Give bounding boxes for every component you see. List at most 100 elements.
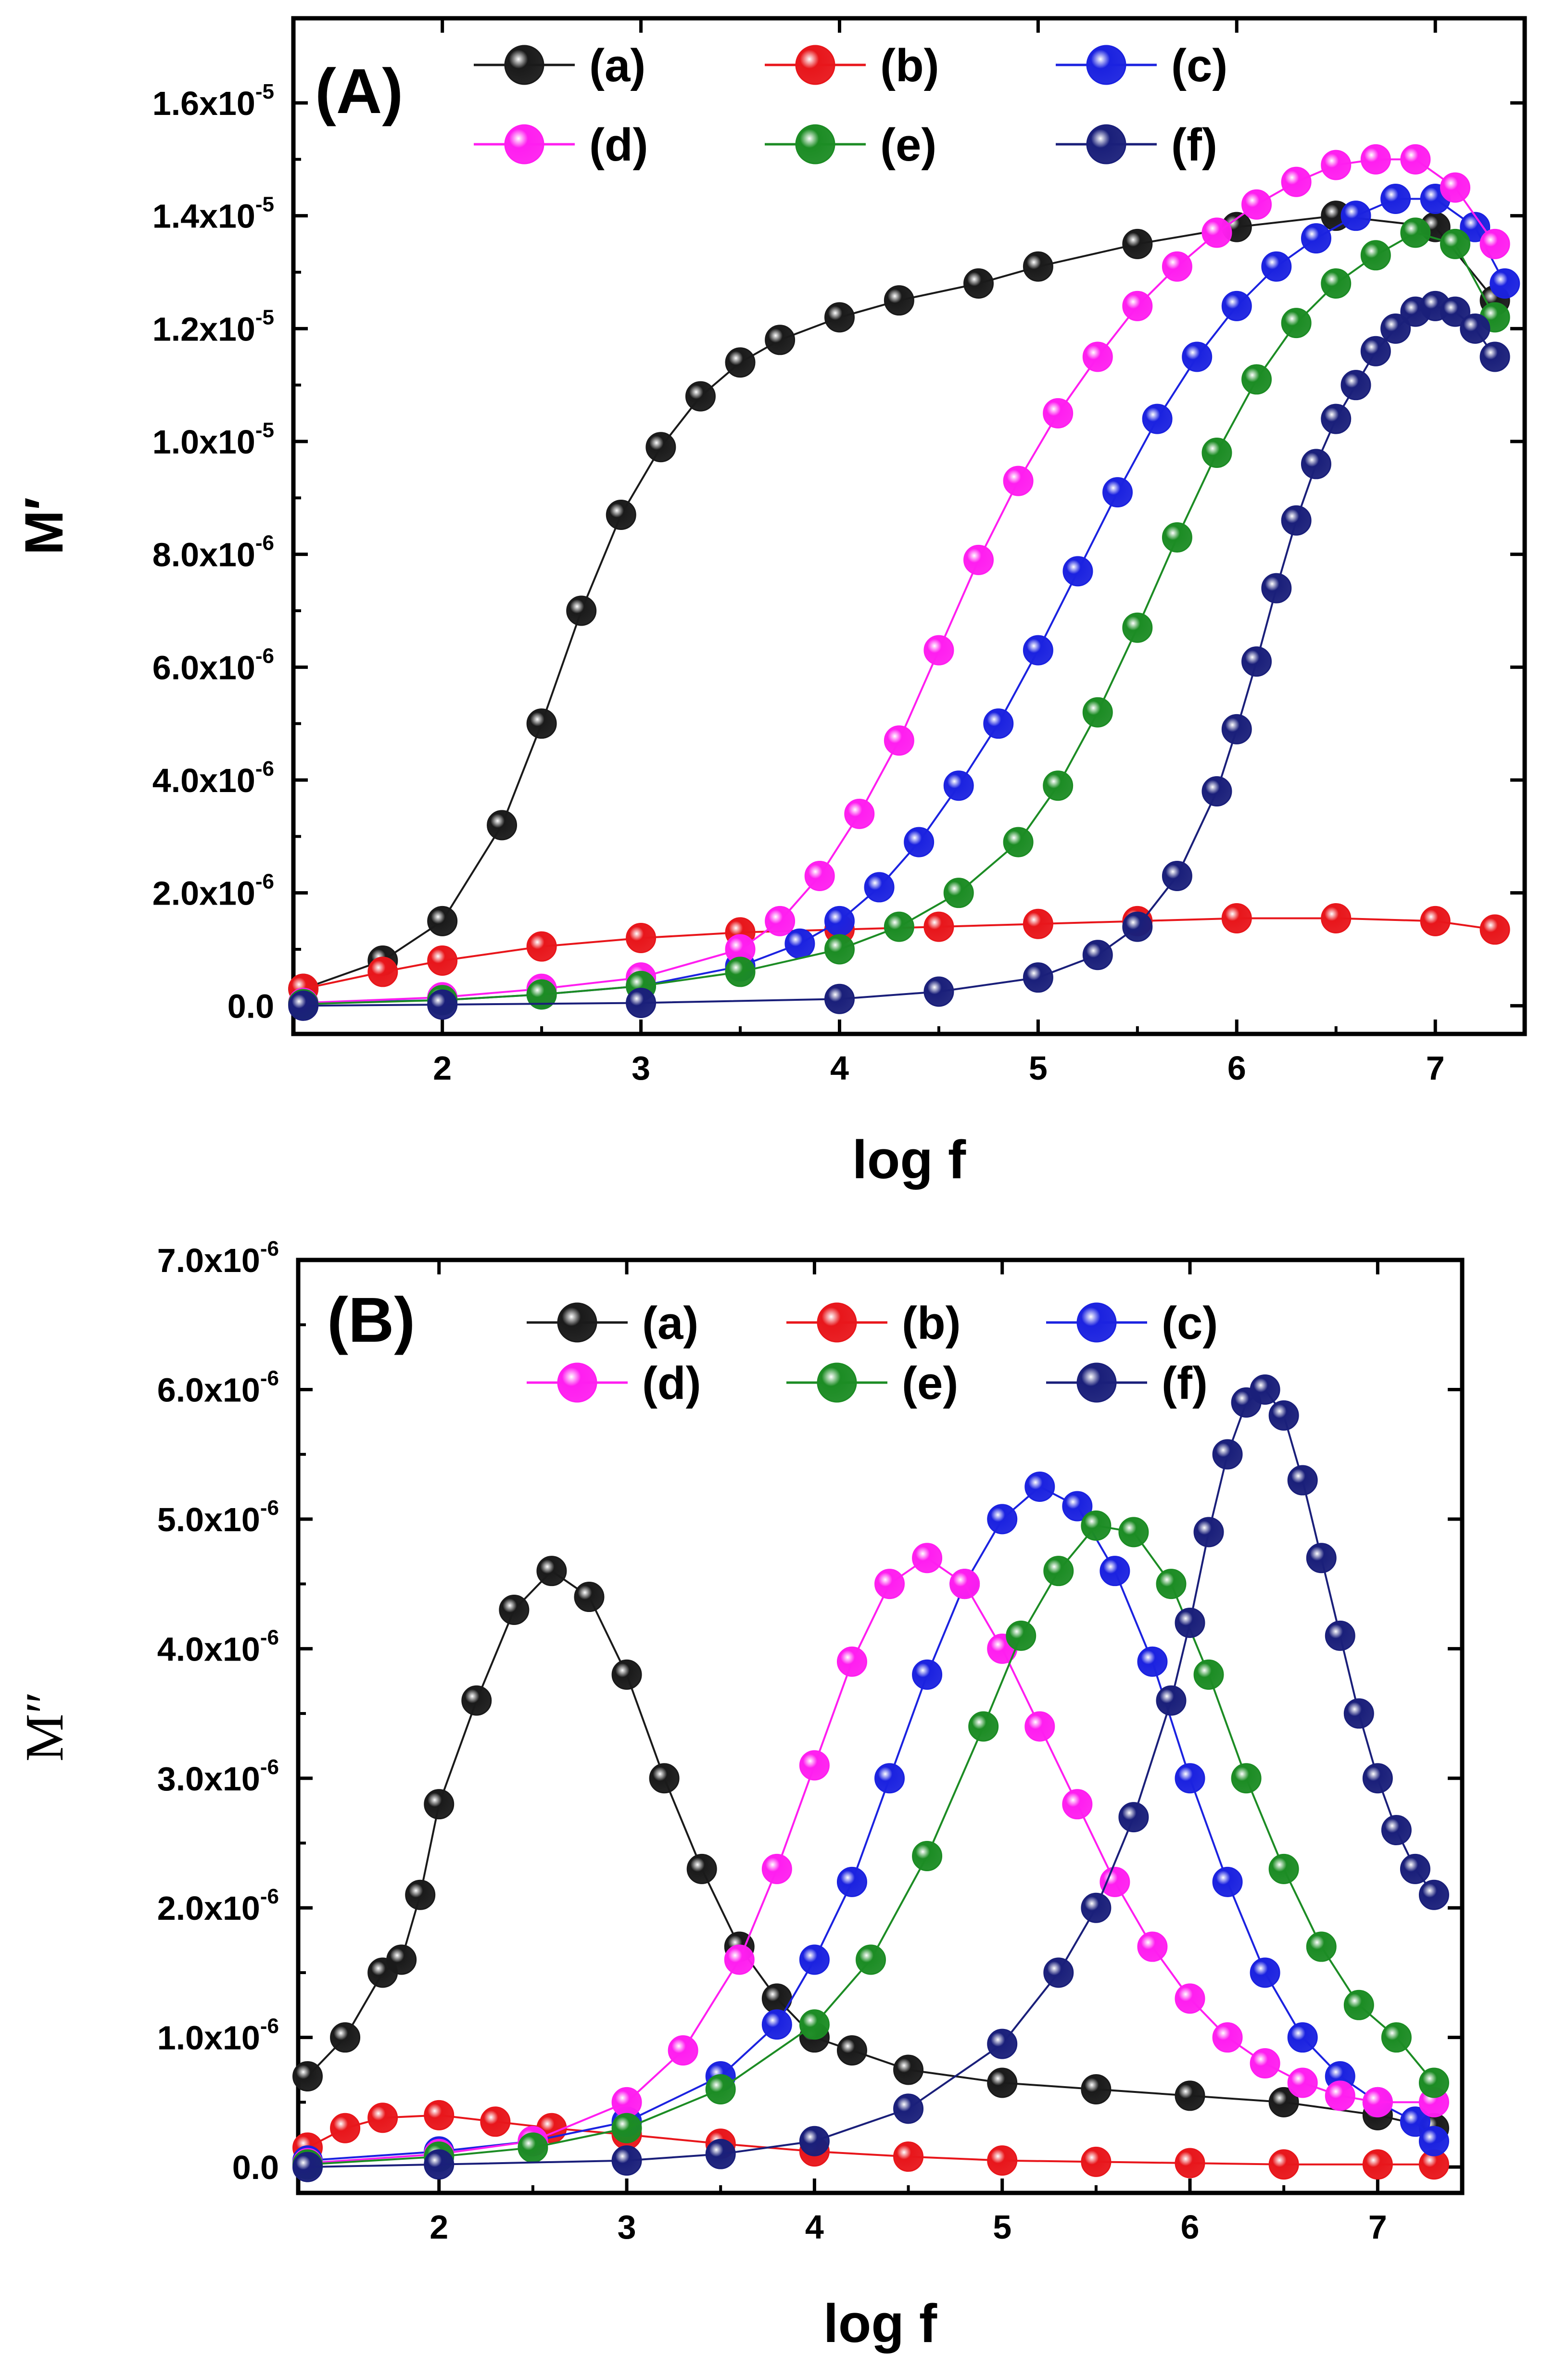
data-point <box>987 2145 1018 2176</box>
data-point <box>1043 398 1074 428</box>
data-point <box>725 957 756 987</box>
x-tick-label: 4 <box>830 1049 849 1087</box>
data-point <box>611 1659 642 1690</box>
data-point <box>1479 341 1510 372</box>
data-point <box>1460 313 1491 344</box>
data-point <box>487 810 518 841</box>
data-point <box>1306 1543 1337 1574</box>
data-point <box>461 1685 492 1716</box>
data-point <box>1418 1879 1449 1910</box>
data-point <box>1062 1789 1093 1820</box>
legend-marker <box>504 124 544 164</box>
legend-label: (a) <box>589 40 645 91</box>
data-point <box>1102 477 1133 508</box>
data-point <box>1175 2080 1205 2111</box>
data-point <box>1490 268 1520 299</box>
data-point <box>824 302 855 333</box>
data-point <box>424 2100 455 2130</box>
data-point <box>1137 1931 1168 1962</box>
data-point <box>1212 2022 1243 2053</box>
data-point <box>943 878 974 908</box>
data-point <box>1250 2048 1280 2079</box>
legend-marker <box>817 1362 857 1403</box>
y-tick-label: 5.0x10-6 <box>157 1496 279 1538</box>
series-line <box>303 214 1496 990</box>
data-point <box>1440 228 1470 259</box>
data-point <box>923 976 954 1007</box>
data-point <box>1043 1957 1074 1988</box>
data-point <box>1024 1711 1055 1742</box>
x-tick-label: 3 <box>618 2208 636 2246</box>
data-point <box>1003 466 1034 496</box>
y-tick-label: 4.0x10-6 <box>157 1625 279 1668</box>
data-point <box>1062 1491 1093 1522</box>
data-point <box>836 2035 867 2066</box>
data-point <box>1003 827 1034 857</box>
y-tick-label: 7.0x10-6 <box>157 1237 279 1279</box>
data-point <box>1221 903 1252 933</box>
data-point <box>1122 290 1153 321</box>
data-point <box>1201 437 1232 468</box>
data-point <box>1221 290 1252 321</box>
data-point <box>983 708 1014 739</box>
data-point <box>1175 1763 1205 1794</box>
data-point <box>1325 2080 1355 2111</box>
series-line <box>303 198 1506 1004</box>
data-point <box>518 2132 548 2163</box>
data-point <box>1241 364 1272 395</box>
data-point <box>1250 1957 1280 1988</box>
data-point <box>405 1879 436 1910</box>
data-point <box>1343 1698 1374 1729</box>
data-point <box>884 285 914 316</box>
y-tick-label: 6.0x10-6 <box>157 1366 279 1409</box>
y-tick-label: 6.0x10-6 <box>152 644 274 686</box>
x-tick-label: 7 <box>1368 2208 1387 2246</box>
data-point <box>923 635 954 666</box>
data-point <box>1380 313 1411 344</box>
data-point <box>1306 1931 1337 1962</box>
y-tick-label: 1.0x10-6 <box>157 2015 279 2057</box>
legend-marker <box>504 45 544 85</box>
data-point <box>1162 251 1192 282</box>
data-point <box>1281 505 1312 536</box>
data-point <box>1250 1374 1280 1405</box>
data-point <box>1241 189 1272 220</box>
data-point <box>1182 341 1213 372</box>
panel-b: 2 3 4 5 6 7 0.0 1.0x10-6 2.0x10-6 3.0x10-6 4.0x10-… <box>15 1237 1465 2354</box>
legend-label: (b) <box>880 40 939 91</box>
data-point <box>884 911 914 942</box>
x-tick-label: 6 <box>1181 2208 1200 2246</box>
data-point <box>1081 1510 1112 1541</box>
data-point <box>963 544 994 575</box>
y-tick-label: 4.0x10-6 <box>152 757 274 799</box>
data-point <box>1023 908 1053 939</box>
data-point <box>1062 556 1093 587</box>
data-point <box>1023 962 1053 993</box>
data-point <box>705 2074 736 2104</box>
data-point <box>784 928 815 959</box>
plot-frame <box>291 16 1527 1036</box>
data-point <box>1137 1646 1168 1677</box>
data-point <box>645 432 676 463</box>
data-point <box>1175 1983 1205 2014</box>
data-point <box>761 1853 792 1884</box>
data-point <box>724 1944 755 1975</box>
data-point <box>611 2087 642 2117</box>
data-point <box>1400 144 1431 175</box>
legend-label: (c) <box>1162 1297 1218 1349</box>
data-point <box>1156 1685 1187 1716</box>
data-point <box>1023 635 1053 666</box>
data-point <box>1400 2106 1430 2137</box>
x-axis-title: log f <box>852 1130 966 1190</box>
data-point <box>968 1711 999 1742</box>
data-point <box>987 2067 1018 2098</box>
data-point <box>1082 341 1113 372</box>
data-point <box>1301 223 1331 254</box>
y-tick-label: 1.6x10-5 <box>152 80 274 122</box>
data-point <box>424 1789 455 1820</box>
legend-label: (c) <box>1171 40 1227 91</box>
legend-label: (b) <box>902 1297 961 1349</box>
data-point <box>824 906 855 936</box>
data-point <box>1100 1556 1130 1587</box>
data-point <box>526 979 557 1010</box>
